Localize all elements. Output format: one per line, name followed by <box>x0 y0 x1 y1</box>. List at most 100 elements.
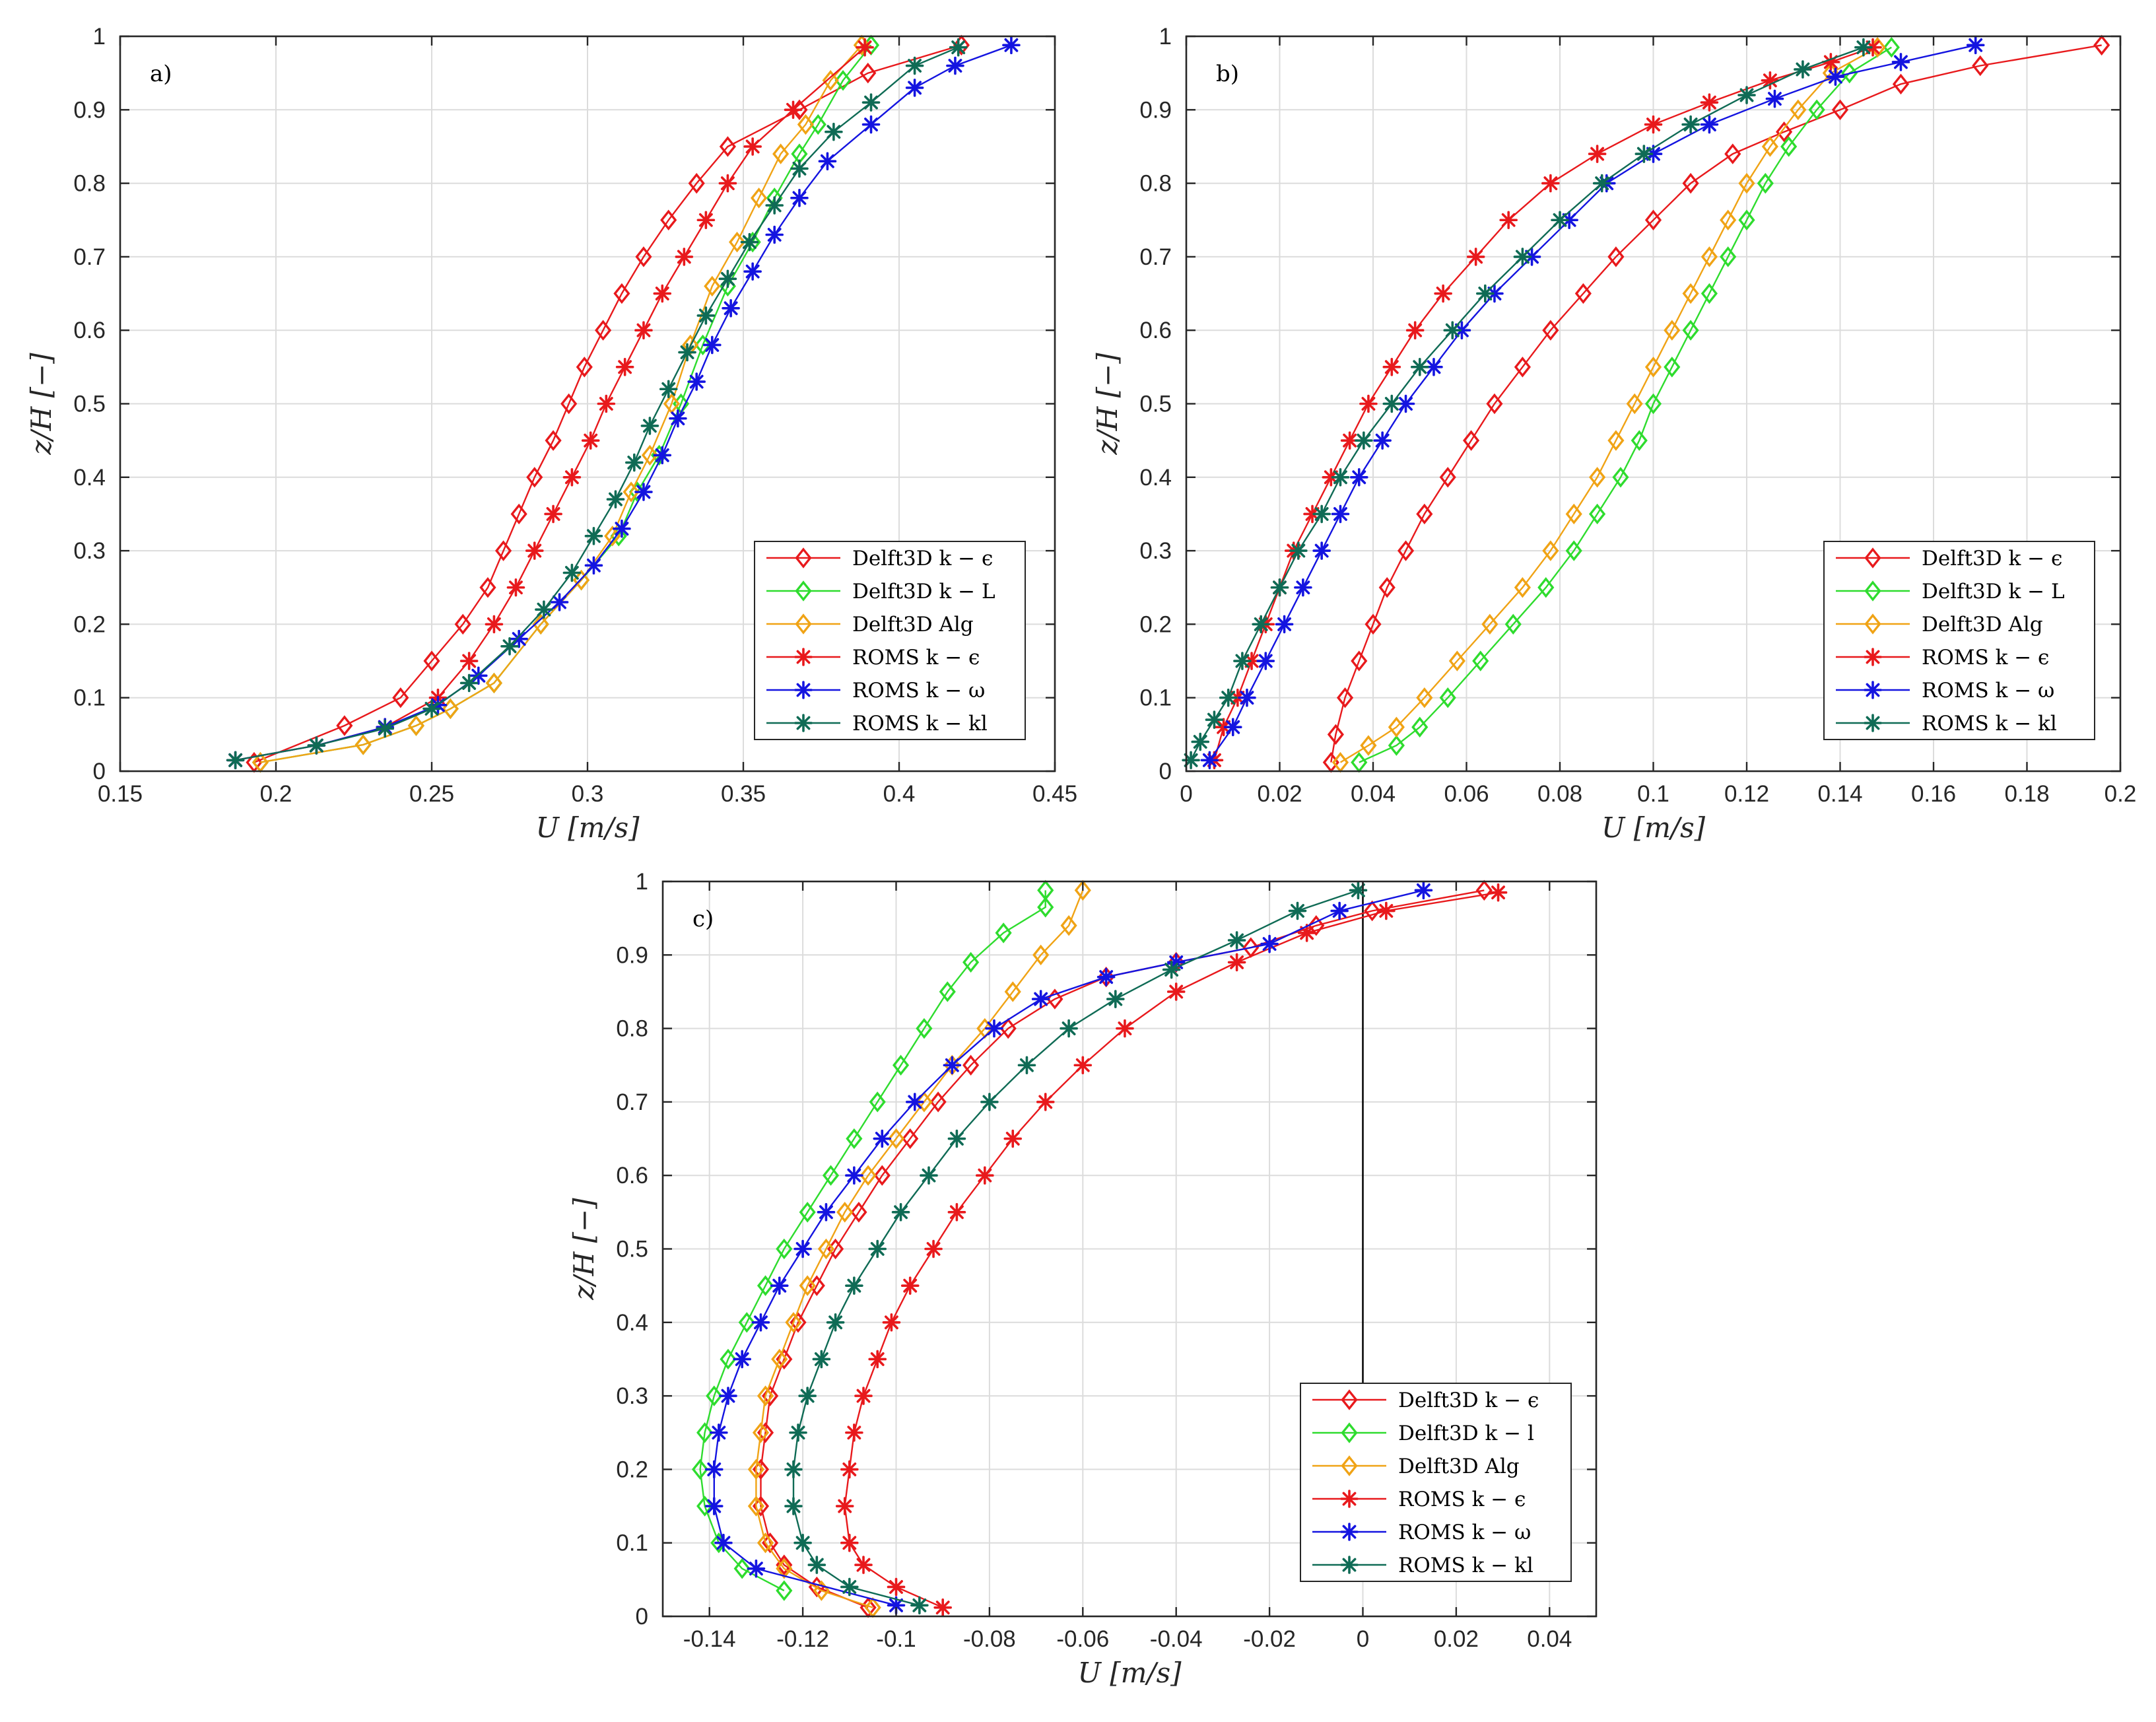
y-tick-label: 0.2 <box>616 1457 648 1482</box>
legend-label: ROMS k − ω <box>1922 679 2054 703</box>
data-point <box>980 1093 999 1111</box>
x-tick-label: 0.04 <box>1527 1626 1572 1652</box>
data-point <box>1626 393 1643 415</box>
data-point <box>1364 613 1382 635</box>
x-tick-label: -0.06 <box>1056 1626 1109 1652</box>
data-point <box>584 556 603 575</box>
data-point <box>392 687 409 708</box>
legend-label: ROMS k − ω <box>852 679 985 703</box>
data-point <box>976 1166 994 1185</box>
data-point <box>807 1556 826 1574</box>
data-point <box>747 1496 764 1517</box>
data-point <box>1841 62 1858 84</box>
data-point <box>861 93 881 112</box>
legend-label: Delft3D k − l <box>1398 1422 1534 1445</box>
data-point <box>1808 99 1825 121</box>
data-point <box>822 70 839 91</box>
data-point <box>1297 924 1316 942</box>
x-tick-label: 0.1 <box>1637 781 1669 807</box>
y-tick-label: 0.9 <box>616 942 648 968</box>
data-point <box>751 1313 770 1332</box>
data-point <box>853 34 870 56</box>
legend-label: ROMS k − kl <box>1398 1554 1533 1577</box>
series-roms-k- <box>1200 36 1985 770</box>
data-point <box>1397 540 1415 561</box>
legend-label: ROMS k − ϵ <box>1922 646 2049 670</box>
legend-marker <box>794 681 813 699</box>
series-delft3d-k- <box>1322 34 2110 773</box>
y-axis-label: z/H [−] <box>1091 353 1124 456</box>
chart-panel-1: 0.15 0.2 0.25 0.3 0.35 0.4 0.45 0 0.1 0.2 0.3 0.4 0.… <box>25 24 1077 844</box>
data-point <box>635 246 652 267</box>
legend-marker <box>1864 714 1882 732</box>
x-tick-label: 0.35 <box>721 781 766 807</box>
data-point <box>845 1166 863 1185</box>
data-point <box>376 719 395 738</box>
data-point <box>845 1276 863 1295</box>
data-point <box>1349 467 1368 487</box>
data-point <box>1331 467 1350 487</box>
data-point <box>722 299 740 318</box>
legend-marker <box>1340 1490 1359 1508</box>
series-line <box>260 44 863 763</box>
legend-marker <box>795 547 812 568</box>
x-tick-label: 0.15 <box>98 781 143 807</box>
x-tick-label: 0 <box>1357 1626 1369 1652</box>
data-point <box>799 1275 816 1296</box>
legend-label: Delft3D k − L <box>1922 580 2065 603</box>
data-point <box>1200 751 1219 770</box>
data-point <box>532 613 549 635</box>
data-point <box>485 615 504 634</box>
data-point <box>933 1598 952 1617</box>
data-point <box>1682 320 1699 341</box>
data-point <box>822 1165 840 1186</box>
data-point <box>719 1387 737 1405</box>
legend-label: Delft3D k − L <box>852 580 995 603</box>
y-tick-label: 0.8 <box>616 1016 648 1042</box>
series-line <box>1359 46 1892 763</box>
data-point <box>813 1580 830 1601</box>
data-point <box>1574 283 1592 304</box>
data-point <box>1060 915 1077 936</box>
data-point <box>1589 503 1606 525</box>
data-point <box>772 143 790 164</box>
y-tick-label: 0.5 <box>616 1237 648 1262</box>
data-point <box>995 922 1012 944</box>
data-point <box>985 1019 1003 1038</box>
data-point <box>790 159 809 178</box>
data-point <box>510 503 527 525</box>
x-tick-label: 0.2 <box>2105 781 2137 807</box>
data-point <box>1631 430 1648 451</box>
x-tick-label: -0.14 <box>683 1626 736 1652</box>
data-point <box>905 56 924 75</box>
data-point <box>307 736 326 755</box>
data-point <box>752 1422 770 1443</box>
data-point <box>770 1276 789 1295</box>
data-point <box>1514 577 1531 598</box>
data-point <box>1238 688 1256 707</box>
legend-entry: ROMS k − ϵ <box>1312 1488 1526 1511</box>
data-point <box>916 1017 933 1039</box>
data-point <box>1162 960 1181 979</box>
y-tick-label: 0.2 <box>1139 611 1172 637</box>
data-point <box>1588 145 1607 163</box>
data-point <box>1776 121 1793 143</box>
data-point <box>1972 55 1989 77</box>
data-point <box>1330 901 1349 920</box>
data-point <box>1405 321 1425 340</box>
data-point <box>1682 172 1699 194</box>
data-point <box>704 275 721 297</box>
data-point <box>1410 358 1429 376</box>
data-point <box>887 1577 906 1597</box>
series-delft3d-alg <box>1331 36 1886 773</box>
data-point <box>771 1348 788 1370</box>
data-point <box>1499 211 1518 230</box>
series-line <box>755 889 1084 1608</box>
data-point <box>1351 650 1368 672</box>
data-point <box>1737 86 1756 104</box>
data-point <box>1700 93 1719 112</box>
y-tick-label: 0.3 <box>73 538 106 564</box>
data-point <box>606 490 625 508</box>
data-point <box>1289 541 1308 560</box>
data-point <box>653 284 672 303</box>
